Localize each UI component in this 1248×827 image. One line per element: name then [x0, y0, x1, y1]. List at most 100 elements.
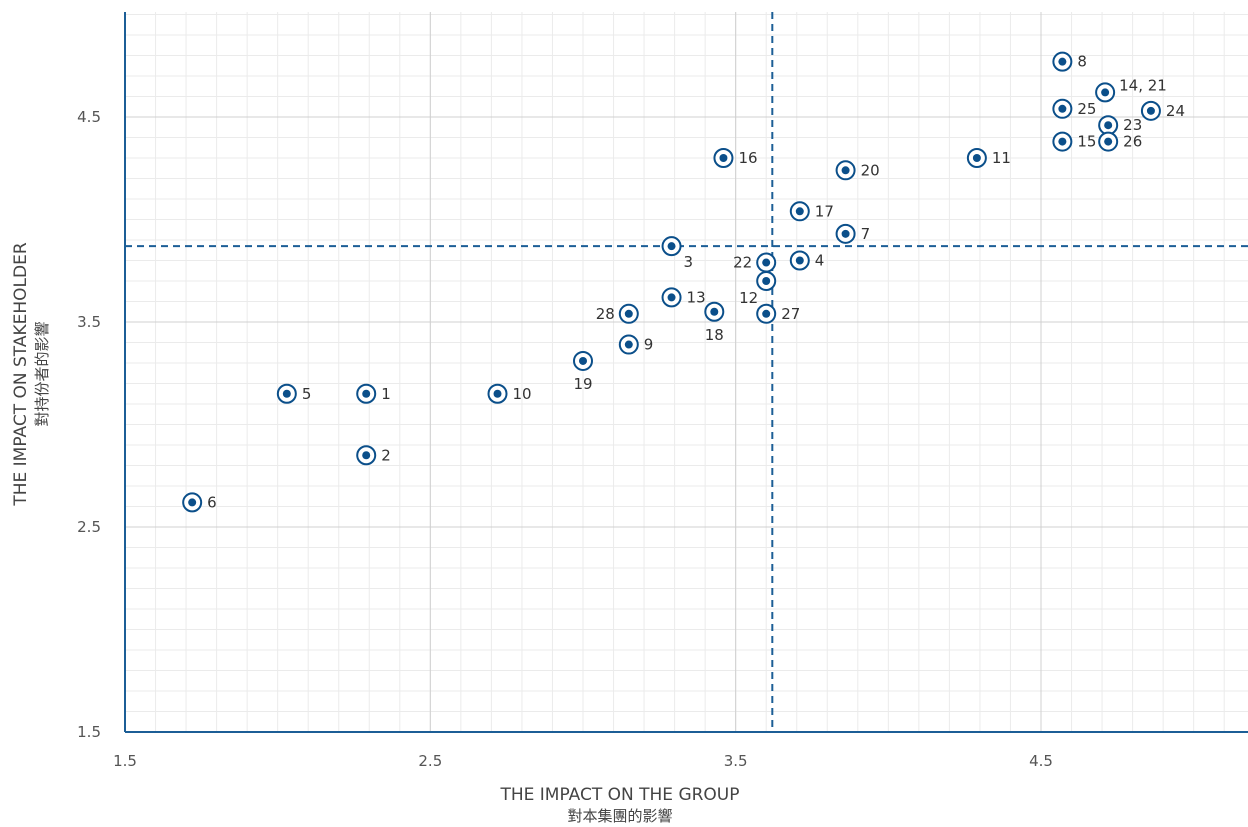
- point-label: 19: [573, 375, 592, 393]
- data-point-16: 16: [713, 148, 758, 168]
- data-point-22: 22: [733, 252, 777, 273]
- y-axis-subtitle: 對持份者的影響: [33, 321, 51, 426]
- point-label: 13: [687, 288, 706, 306]
- y-tick-labels: 1.5 2.5 3.5 4.5: [77, 108, 101, 741]
- minor-gridlines: [124, 12, 1248, 733]
- data-point-28: 28: [596, 303, 639, 324]
- data-point-4: 4: [789, 250, 825, 271]
- point-label: 7: [861, 225, 871, 243]
- data-point-3: 3: [661, 236, 694, 271]
- point-label: 12: [739, 289, 758, 307]
- data-point-23: 23: [1098, 115, 1142, 136]
- point-dot: [1104, 121, 1113, 130]
- data-point-26: 26: [1098, 131, 1142, 152]
- point-dot: [493, 389, 502, 398]
- point-dot: [624, 340, 633, 349]
- data-point-1: 1: [356, 383, 391, 404]
- point-label: 27: [781, 305, 800, 323]
- point-label: 1: [381, 385, 391, 403]
- point-dot: [667, 293, 676, 302]
- point-label: 8: [1077, 53, 1087, 71]
- point-dot: [1101, 88, 1110, 97]
- data-point-6: 6: [182, 492, 217, 513]
- point-dot: [841, 166, 850, 175]
- point-dot: [1058, 104, 1067, 113]
- data-point-2: 2: [356, 445, 391, 466]
- point-label: 2: [381, 446, 391, 464]
- point-dot: [667, 242, 676, 251]
- point-dot: [282, 389, 291, 398]
- data-point-5: 5: [276, 383, 312, 404]
- data-point-15: 15: [1052, 131, 1096, 152]
- data-point-11: 11: [966, 148, 1011, 168]
- point-dot: [624, 309, 633, 318]
- point-label: 20: [861, 161, 880, 179]
- point-label: 11: [992, 149, 1011, 167]
- point-dot: [841, 229, 850, 238]
- point-label: 23: [1123, 116, 1142, 134]
- point-dot: [362, 389, 371, 398]
- data-point-25: 25: [1052, 98, 1096, 119]
- point-dot: [795, 207, 804, 216]
- point-label: 15: [1077, 133, 1096, 151]
- point-label: 28: [596, 305, 615, 323]
- point-dot: [188, 498, 197, 507]
- point-dot: [710, 307, 719, 316]
- axes: [124, 12, 1248, 733]
- y-axis-title: THE IMPACT ON STAKEHOLDER: [11, 242, 31, 506]
- x-axis-subtitle: 對本集團的影響: [567, 807, 672, 825]
- point-label: 18: [705, 326, 724, 344]
- data-point-27: 27: [756, 303, 800, 324]
- data-point-14-21: 14, 21: [1095, 76, 1167, 103]
- point-dot: [1058, 137, 1067, 146]
- x-axis-title: THE IMPACT ON THE GROUP: [499, 785, 739, 805]
- point-dot: [362, 451, 371, 460]
- data-point-7: 7: [835, 223, 871, 244]
- x-tick-label: 1.5: [113, 752, 137, 770]
- point-dot: [1104, 137, 1113, 146]
- point-dot: [795, 256, 804, 265]
- point-label: 3: [684, 253, 694, 271]
- point-label: 17: [815, 202, 834, 220]
- x-tick-label: 3.5: [724, 752, 748, 770]
- y-tick-label: 1.5: [77, 723, 101, 741]
- point-label: 6: [207, 493, 217, 511]
- point-dot: [719, 154, 728, 162]
- data-point-10: 10: [487, 383, 532, 404]
- reference-lines: [125, 12, 1248, 732]
- point-dot: [1146, 106, 1155, 115]
- point-dot: [579, 356, 587, 365]
- data-point-9: 9: [618, 334, 654, 355]
- y-tick-label: 2.5: [77, 518, 101, 536]
- point-label: 26: [1123, 133, 1142, 151]
- point-label: 14, 21: [1119, 76, 1167, 94]
- data-point-17: 17: [789, 201, 834, 222]
- point-dot: [762, 258, 771, 267]
- point-label: 16: [738, 149, 757, 167]
- data-point-20: 20: [835, 160, 880, 181]
- data-point-8: 8: [1052, 51, 1087, 72]
- point-label: 5: [302, 385, 312, 403]
- x-tick-label: 4.5: [1029, 752, 1053, 770]
- point-dot: [762, 277, 771, 285]
- point-label: 25: [1077, 100, 1096, 118]
- data-point-19: 19: [573, 350, 593, 393]
- data-point-12: 12: [739, 271, 777, 307]
- data-point-13: 13: [661, 287, 706, 308]
- x-tick-labels: 1.5 2.5 3.5 4.5: [113, 752, 1053, 770]
- point-label: 4: [815, 252, 825, 270]
- x-tick-label: 2.5: [418, 752, 442, 770]
- point-label: 9: [644, 336, 654, 354]
- data-point-24: 24: [1140, 100, 1185, 121]
- point-dot: [762, 309, 771, 318]
- data-point-18: 18: [704, 301, 725, 344]
- point-label: 24: [1166, 102, 1185, 120]
- point-dot: [1058, 57, 1067, 66]
- y-tick-label: 3.5: [77, 313, 101, 331]
- point-dot: [972, 154, 981, 162]
- y-tick-label: 4.5: [77, 108, 101, 126]
- major-gridlines: [125, 12, 1248, 732]
- point-label: 10: [513, 385, 532, 403]
